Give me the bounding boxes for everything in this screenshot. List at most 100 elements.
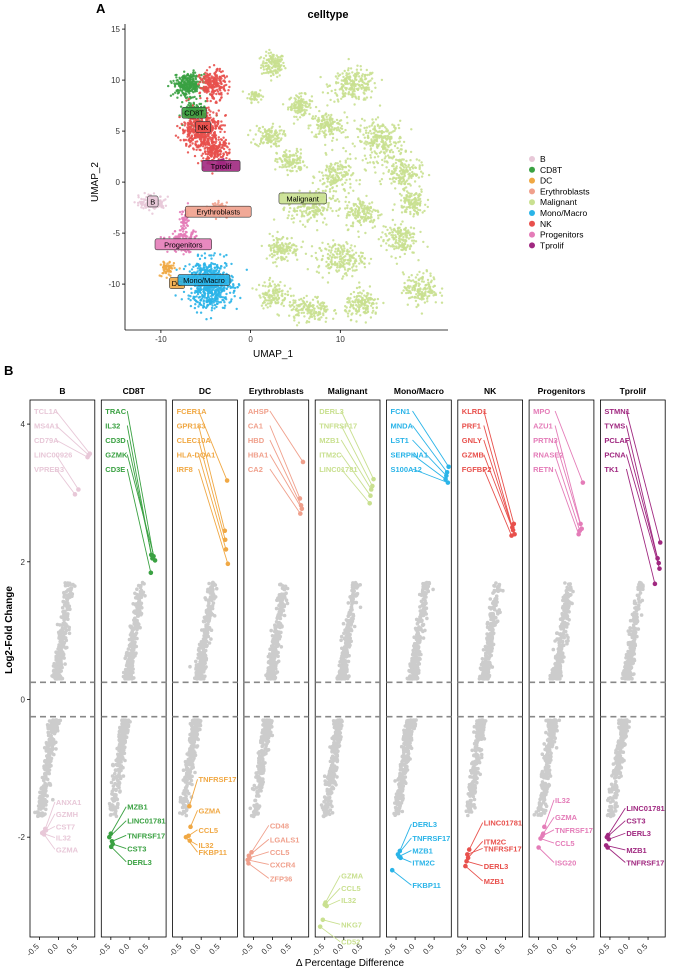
- umap-point-malignant: [320, 171, 324, 174]
- umap-point-malignant: [286, 169, 289, 172]
- umap-point-malignant: [266, 141, 270, 145]
- umap-point-malignant: [293, 97, 296, 100]
- umap-point-nk: [205, 78, 208, 82]
- umap-point-malignant: [258, 57, 261, 60]
- umap-point-malignant: [379, 182, 382, 186]
- umap-point-malignant: [334, 91, 337, 95]
- umap-points: [133, 48, 444, 327]
- umap-point-malignant: [318, 109, 321, 113]
- umap-point-malignant: [382, 225, 385, 228]
- umap-point-malignant: [297, 110, 301, 113]
- umap-point-malignant: [377, 238, 380, 241]
- umap-point-malignant: [352, 262, 355, 266]
- umap-point-malignant: [322, 307, 326, 311]
- umap-point-malignant: [241, 90, 245, 93]
- umap-point-malignant: [327, 205, 330, 209]
- umap-point-malignant: [280, 129, 283, 132]
- umap-point-malignant: [412, 232, 415, 235]
- umap-point-malignant: [375, 145, 379, 148]
- umap-point-malignant: [332, 174, 335, 177]
- umap-point-malignant: [404, 197, 408, 200]
- umap-point-malignant: [332, 189, 335, 193]
- umap-point-nk: [189, 120, 192, 124]
- umap-point-nk: [201, 132, 204, 136]
- umap-point-malignant: [270, 71, 273, 74]
- umap-point-malignant: [299, 101, 302, 105]
- umap-point-malignant: [288, 150, 291, 153]
- umap-point-progenitors: [180, 213, 184, 216]
- umap-point-malignant: [392, 229, 396, 232]
- umap-point-malignant: [285, 255, 288, 259]
- umap-point-malignant: [275, 302, 278, 305]
- umap-point-malignant: [394, 169, 397, 172]
- umap-point-cd8t: [177, 91, 180, 94]
- umap-point-malignant: [270, 127, 273, 130]
- umap-point-malignant: [315, 270, 319, 273]
- umap-point-malignant: [377, 214, 380, 217]
- umap-point-malignant: [357, 306, 361, 309]
- umap-point-nk: [207, 143, 211, 146]
- umap-point-nk: [212, 91, 215, 94]
- umap-point-nk: [212, 152, 215, 155]
- umap-point-malignant: [293, 115, 296, 119]
- umap-point-malignant: [328, 245, 331, 248]
- umap-point-malignant: [388, 177, 392, 181]
- umap-point-progenitors: [186, 235, 189, 238]
- umap-point-malignant: [314, 256, 318, 260]
- umap-point-malignant: [400, 243, 403, 247]
- umap-point-malignant: [306, 320, 309, 323]
- umap-point-malignant: [353, 210, 357, 213]
- umap-point-malignant: [418, 185, 421, 188]
- umap-point-malignant: [259, 89, 262, 92]
- umap-point-progenitors: [195, 234, 198, 238]
- umap-point-malignant: [401, 164, 405, 168]
- umap-point-malignant: [420, 290, 424, 294]
- umap-point-malignant: [420, 170, 423, 173]
- umap-point-malignant: [319, 308, 322, 311]
- umap-point-malignant: [352, 172, 355, 175]
- umap-point-malignant: [371, 118, 374, 121]
- umap-point-malignant: [283, 151, 287, 154]
- umap-point-nk: [222, 147, 226, 151]
- umap-point-malignant: [325, 115, 328, 119]
- umap-point-malignant: [267, 296, 270, 299]
- umap-point-malignant: [401, 169, 404, 172]
- umap-point-dc: [173, 266, 176, 270]
- umap-point-malignant: [440, 287, 444, 290]
- umap-point-malignant: [410, 194, 413, 198]
- umap-point-malignant: [379, 134, 383, 137]
- umap-point-malignant: [265, 133, 268, 136]
- umap-point-malignant: [320, 316, 323, 319]
- umap-point-malignant: [373, 82, 376, 85]
- umap-point-malignant: [265, 257, 268, 260]
- umap-point-malignant: [344, 305, 347, 308]
- umap-point-malignant: [335, 118, 339, 122]
- umap-point-malignant: [305, 300, 309, 303]
- umap-point-malignant: [332, 254, 335, 257]
- umap-point-dc: [168, 269, 171, 273]
- umap-point-malignant: [334, 263, 337, 267]
- umap-point-malignant: [270, 57, 273, 60]
- umap-point-malignant: [373, 156, 377, 159]
- umap-point-malignant: [364, 131, 368, 135]
- umap-point-malignant: [391, 218, 394, 222]
- umap-point-malignant: [280, 290, 283, 293]
- umap-point-cd8t: [188, 89, 192, 93]
- umap-point-malignant: [316, 207, 320, 210]
- umap-point-malignant: [314, 295, 317, 299]
- umap-point-malignant: [338, 260, 341, 263]
- umap-point-malignant: [299, 148, 302, 151]
- umap-point-malignant: [326, 104, 329, 107]
- umap-point-malignant: [331, 209, 334, 213]
- umap-point-nk: [192, 148, 195, 151]
- umap-point-malignant: [282, 304, 285, 308]
- umap-point-malignant: [368, 285, 372, 288]
- umap-point-dc: [178, 267, 181, 270]
- umap-point-malignant: [346, 312, 350, 315]
- umap-point-malignant: [375, 302, 378, 305]
- umap-point-malignant: [328, 133, 332, 136]
- umap-point-malignant: [355, 268, 358, 272]
- umap-point-cd8t: [199, 102, 203, 106]
- umap-point-malignant: [355, 68, 359, 71]
- umap-point-malignant: [262, 307, 265, 310]
